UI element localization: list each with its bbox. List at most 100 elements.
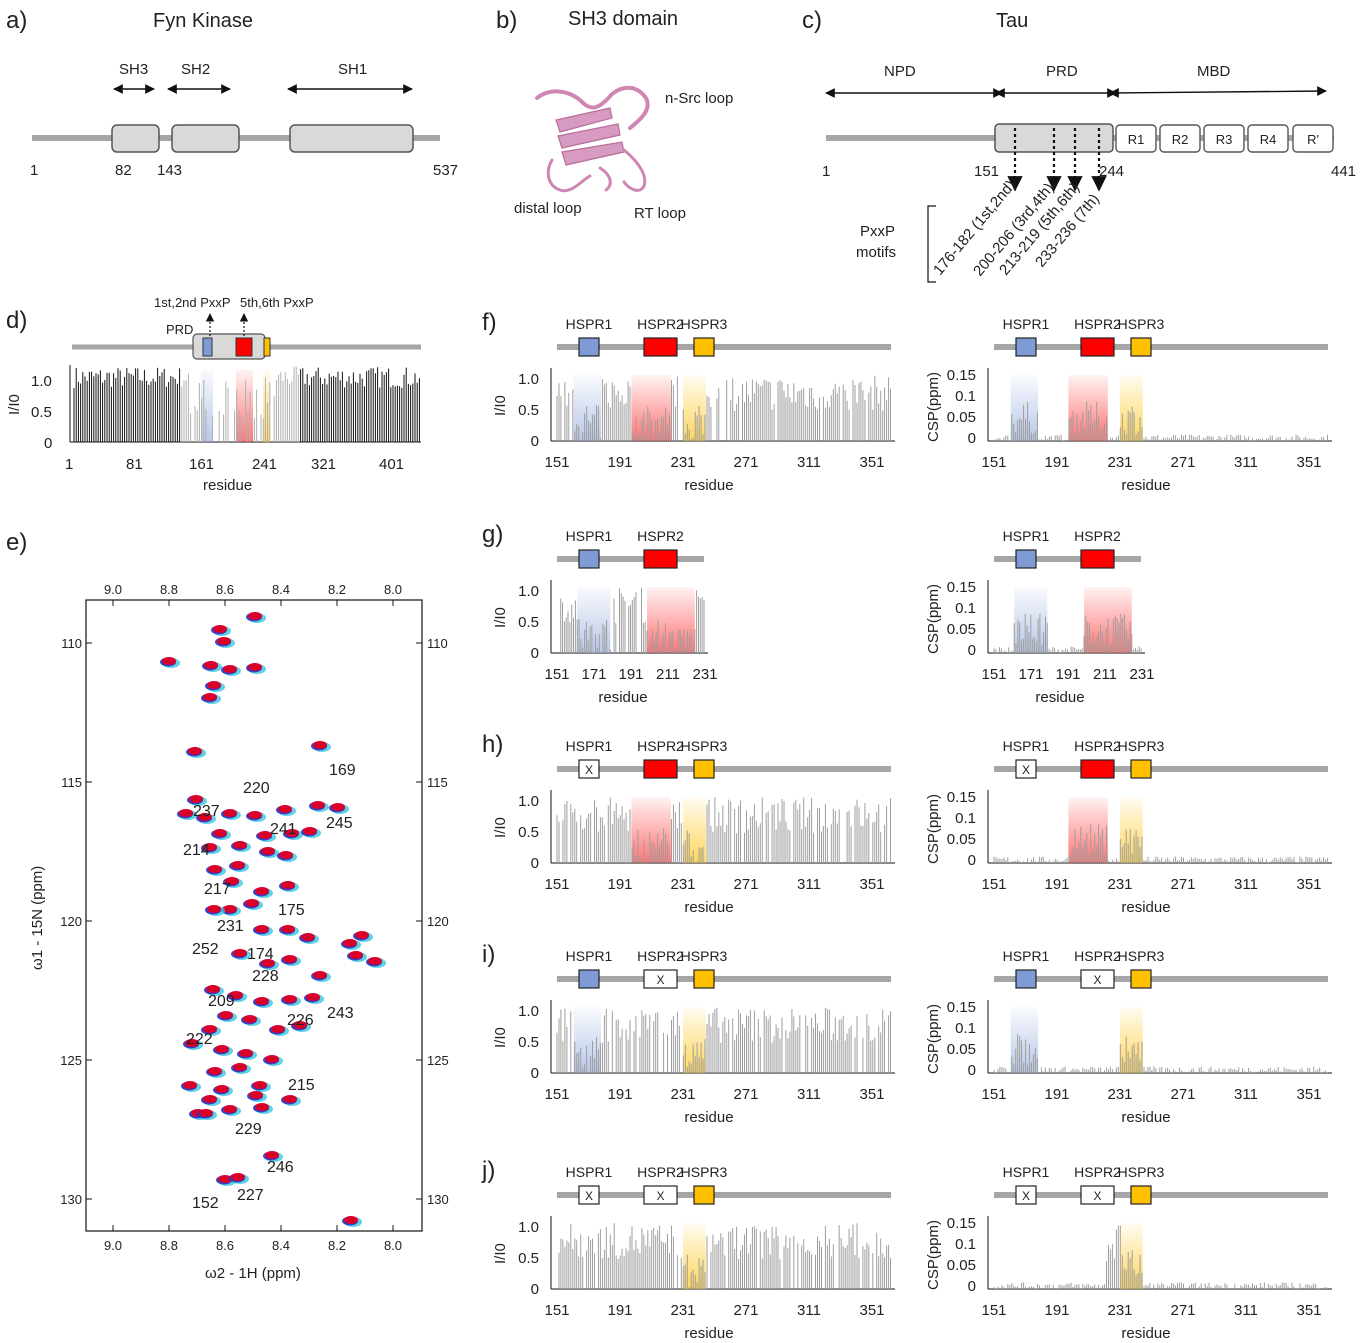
hsqc-peak-red: [233, 841, 247, 849]
hspr3-box: [693, 1185, 715, 1205]
hsqc-bottom-tick-label: 8.0: [384, 1238, 402, 1253]
hsqc-peak-red: [203, 843, 217, 851]
hspr2-box: [1080, 969, 1115, 989]
repeat-box-5: [1292, 124, 1334, 153]
hspr1-label: HSPR1: [566, 948, 613, 964]
xtick-label: 211: [656, 666, 680, 683]
hspr2-box: [1080, 1185, 1115, 1205]
tau-pos-1: 1: [822, 163, 830, 180]
hsqc-assignment-214: 214: [183, 842, 210, 859]
hsqc-peak-red: [255, 887, 269, 895]
hsqc-assignment-217: 217: [204, 881, 231, 898]
ytick-label: 0.05: [947, 1041, 976, 1058]
hsqc-peak-red: [203, 1025, 217, 1033]
xtick-label: 351: [859, 876, 884, 893]
hspr1-box: [1015, 1185, 1037, 1205]
hspr1-band: [1010, 375, 1039, 441]
pxxp-arrows: [1007, 128, 1107, 192]
hspr1-box-d: [202, 337, 213, 357]
hsqc-peak-red: [208, 1067, 222, 1075]
blocked-mark: X: [585, 763, 593, 777]
sh3-box: [111, 124, 160, 153]
hspr1-label: HSPR1: [1003, 528, 1050, 544]
panel-letter-b: b): [496, 7, 517, 34]
hsqc-peak-red: [189, 795, 203, 803]
d-ytick-05: 0.5: [31, 404, 52, 421]
hspr2-box: [1080, 337, 1115, 357]
hsqc-top-tick-label: 8.2: [328, 582, 346, 597]
hspr3-box: [693, 759, 715, 779]
hsqc-peak-red: [203, 1095, 217, 1103]
hspr2-box: [1080, 549, 1115, 569]
hsqc-assignments: 169 220 237 245 241 214 217 175 231 252 174 228 209 2…: [183, 762, 356, 1212]
tau-pos-441: 441: [1331, 163, 1356, 180]
hsqc-peak-red: [313, 971, 327, 979]
hspr2-label: HSPR2: [1074, 528, 1121, 544]
hsqc-peaks: [160, 612, 386, 1227]
hspr1-label: HSPR1: [1003, 738, 1050, 754]
hsqc-peak-red: [207, 905, 221, 913]
xlabel: residue: [1121, 477, 1170, 494]
hsqc-peak-red: [243, 1015, 257, 1023]
hsqc-peak-red: [223, 809, 237, 817]
hsqc-assignment-245: 245: [326, 815, 353, 832]
prd-small-label: PRD: [166, 322, 193, 337]
ylabel-csp: CSP(ppm): [925, 584, 942, 654]
hsqc-peak-red: [233, 949, 247, 957]
hspr3-label: HSPR3: [1118, 1164, 1165, 1180]
xtick-label: 171: [581, 666, 606, 683]
hsqc-peak-red: [261, 959, 275, 967]
hspr2-label: HSPR2: [637, 1164, 684, 1180]
ylabel-csp: CSP(ppm): [925, 1220, 942, 1290]
xtick-label: 151: [544, 454, 569, 471]
ytick-label: 0: [531, 855, 539, 872]
hspr3-label: HSPR3: [681, 316, 728, 332]
hsqc-peak-red: [258, 831, 272, 839]
ylabel-intensity: I/I0: [492, 607, 509, 628]
hspr1-box: [578, 759, 600, 779]
ytick-label: 0: [968, 642, 976, 659]
hsqc-bottom-tick-label: 8.6: [216, 1238, 234, 1253]
blocked-mark: X: [656, 973, 664, 987]
xtick-label: 211: [1093, 666, 1117, 683]
hsqc-assignment-231: 231: [217, 918, 244, 935]
d-hspr2-band: [236, 370, 253, 442]
hsqc-peak-red: [293, 1021, 307, 1029]
hsqc-peak-red: [248, 811, 262, 819]
xtick-label: 351: [859, 1086, 884, 1103]
hsqc-peak-red: [213, 625, 227, 633]
panel-letter: h): [482, 731, 503, 758]
hsqc-peak-red: [249, 1091, 263, 1099]
repeat-box-2: [1159, 124, 1201, 153]
hsqc-peak-red: [265, 1055, 279, 1063]
hsqc-peak-red: [278, 805, 292, 813]
xtick-label: 311: [1234, 1302, 1258, 1319]
ytick-label: 0.15: [947, 789, 976, 806]
hspr3-box: [1130, 1185, 1152, 1205]
xtick-label: 231: [670, 1302, 695, 1319]
intensity-subplot: HSPR1 HSPR2 151 171 191 211 231 residue I/I0 1.0 0…: [492, 528, 718, 706]
fyn-pos-143: 143: [157, 162, 182, 179]
d-ytick-0: 0: [44, 435, 52, 452]
xlabel: residue: [598, 689, 647, 706]
hspr2-box: [643, 1185, 678, 1205]
npd-label: NPD: [884, 63, 916, 80]
hsqc-peak-red: [217, 637, 231, 645]
blocked-mark: X: [1022, 1189, 1030, 1203]
hspr1-label: HSPR1: [566, 528, 613, 544]
hspr2-band: [1068, 375, 1108, 441]
rt-loop-label: RT loop: [634, 205, 686, 222]
hsqc-peak-red: [231, 861, 245, 869]
hsqc-top-tick-label: 9.0: [104, 582, 122, 597]
panel-a: a) Fyn Kinase SH3 SH2 SH1 1 82 143 537: [6, 7, 458, 179]
ytick-label: 1.0: [518, 1003, 539, 1020]
hsqc-peak-red: [218, 1175, 232, 1183]
hsqc-ylabel: ω1 - 15N (ppm): [29, 866, 46, 970]
ylabel-intensity: I/I0: [492, 395, 509, 416]
hspr2-box: [643, 969, 678, 989]
ytick-label: 0.1: [955, 1236, 976, 1253]
